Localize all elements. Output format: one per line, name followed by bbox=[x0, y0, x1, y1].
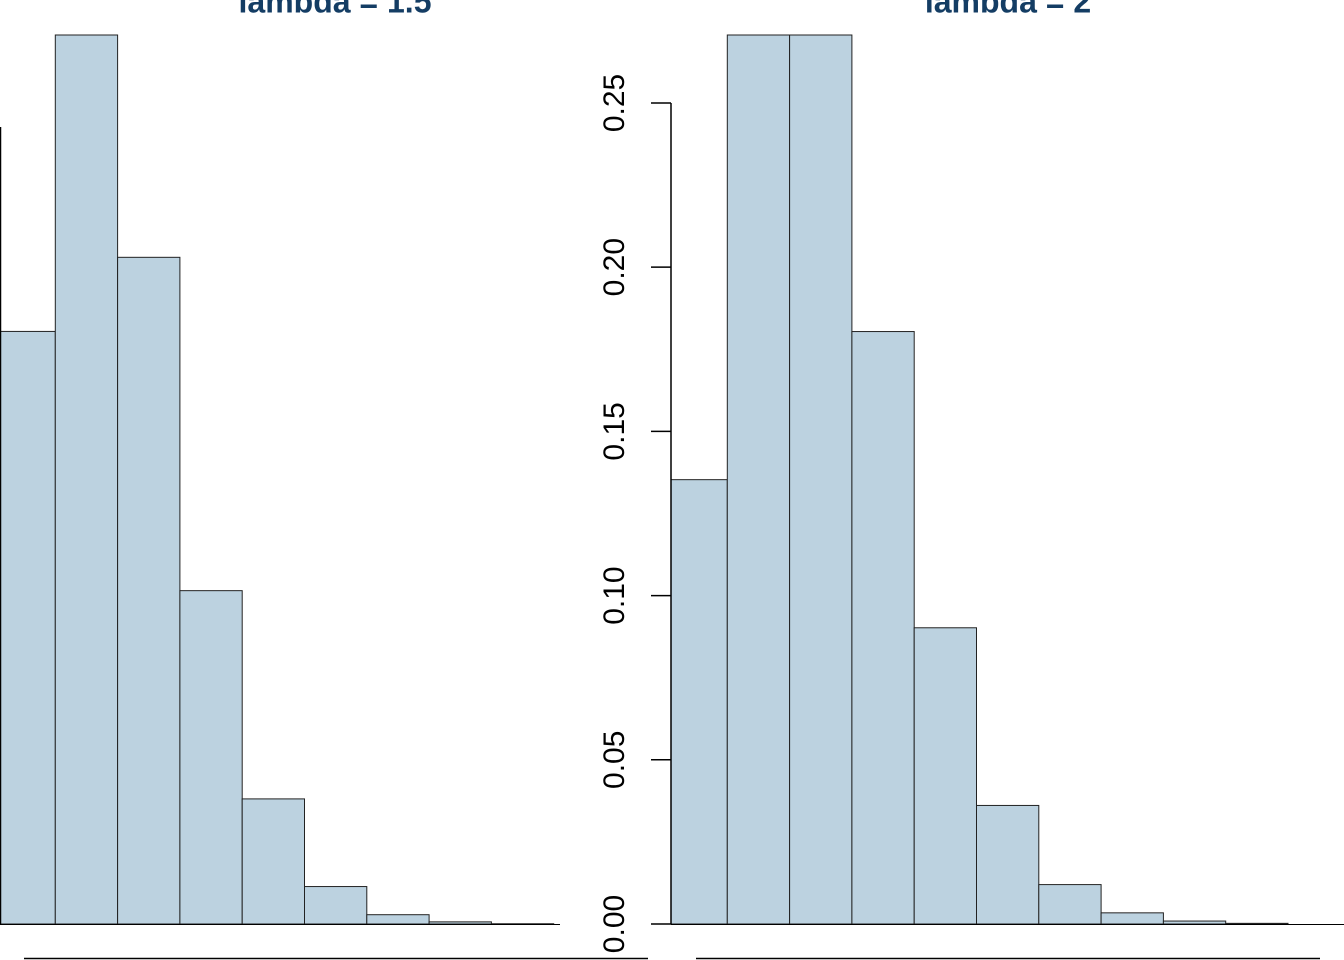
y-tick-label: 0.00 bbox=[598, 895, 631, 953]
bar bbox=[913, 627, 978, 925]
bar bbox=[241, 798, 305, 925]
y-tick-label: 0.20 bbox=[598, 238, 631, 296]
bar bbox=[851, 331, 915, 925]
chart-title: lambda = 1.5 bbox=[239, 0, 432, 19]
bar bbox=[1100, 912, 1164, 925]
panel bbox=[0, 34, 555, 925]
panel bbox=[671, 34, 1289, 925]
bar bbox=[428, 921, 492, 925]
y-tick-label: 0.15 bbox=[598, 402, 631, 460]
bar bbox=[1038, 884, 1102, 925]
bar bbox=[1225, 922, 1289, 925]
bar bbox=[54, 34, 119, 925]
bar bbox=[366, 914, 430, 925]
bar bbox=[179, 590, 243, 925]
y-tick-label: 0.05 bbox=[598, 731, 631, 789]
bar bbox=[976, 804, 1040, 925]
bar bbox=[726, 34, 791, 925]
y-tick-label: 0.10 bbox=[598, 566, 631, 624]
bar bbox=[789, 34, 853, 925]
y-tick-label: 0.25 bbox=[598, 74, 631, 132]
bar bbox=[1162, 920, 1227, 925]
chart-title: lambda = 2 bbox=[925, 0, 1091, 19]
bar bbox=[304, 886, 368, 925]
bar bbox=[0, 330, 56, 925]
bar bbox=[671, 479, 728, 925]
bar bbox=[117, 256, 181, 925]
